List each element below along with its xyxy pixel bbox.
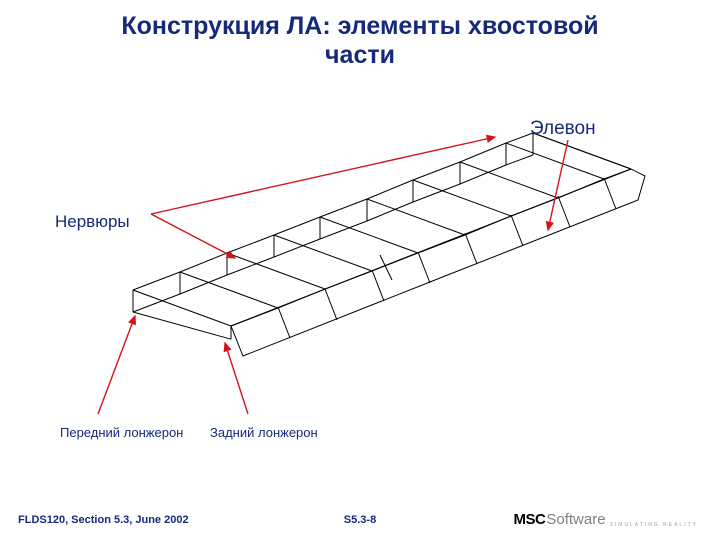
logo-software: Software xyxy=(546,511,605,528)
label-ribs: Нервюры xyxy=(55,212,130,232)
logo-tagline: SIMULATING REALITY xyxy=(610,522,698,528)
label-rear-spar: Задний лонжерон xyxy=(210,425,318,440)
label-front-spar: Передний лонжерон xyxy=(60,425,183,440)
wing-structure-diagram xyxy=(0,0,720,540)
label-elevon: Элевон xyxy=(530,118,596,140)
msc-software-logo: MSC Software SIMULATING REALITY xyxy=(514,511,698,528)
logo-msc: MSC xyxy=(514,511,546,528)
